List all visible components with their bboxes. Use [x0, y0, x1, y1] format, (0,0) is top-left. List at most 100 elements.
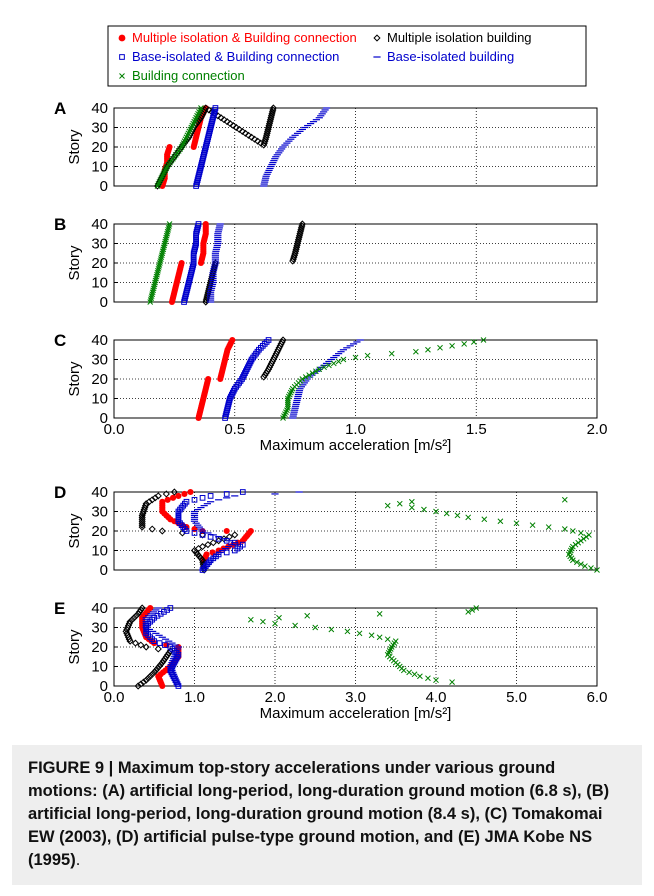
y-tick-label: 40 — [91, 216, 108, 233]
series-cross — [147, 221, 173, 305]
series-dash — [289, 339, 364, 419]
data-point — [392, 638, 399, 645]
data-point — [235, 125, 243, 134]
x-tick-label: 1.0 — [184, 689, 205, 706]
series-cross — [280, 337, 487, 421]
data-point — [321, 364, 327, 371]
data-point — [364, 352, 371, 359]
data-point — [175, 492, 182, 499]
data-point — [125, 620, 133, 628]
panel-label: A — [54, 99, 66, 118]
y-tick-label: 40 — [91, 100, 108, 117]
data-point — [376, 634, 383, 641]
panel-label: B — [54, 215, 66, 234]
data-point — [204, 541, 212, 549]
legend-label: Multiple isolation & Building connection — [132, 30, 357, 45]
data-point — [574, 559, 580, 566]
data-point — [299, 376, 306, 382]
panel-label: E — [54, 599, 65, 618]
data-point — [159, 498, 166, 505]
data-point — [433, 677, 439, 684]
data-point — [231, 531, 239, 539]
data-point — [198, 105, 204, 111]
data-point — [167, 644, 174, 650]
data-point — [229, 336, 236, 344]
data-point — [572, 541, 579, 548]
data-point — [132, 612, 140, 620]
data-point — [328, 626, 335, 633]
data-point — [241, 129, 250, 137]
data-point — [166, 223, 172, 229]
data-point — [465, 514, 472, 521]
data-point — [396, 500, 403, 507]
caption-figure-label: FIGURE 9 | — [28, 759, 118, 777]
series-dash — [190, 491, 303, 571]
chart-panels: 010203040AStory010203040BStory010203040C… — [54, 99, 607, 722]
data-point — [384, 502, 391, 509]
data-point — [154, 492, 162, 500]
legend-marker-open-square — [119, 54, 125, 60]
data-point — [137, 606, 145, 614]
data-point — [480, 337, 487, 343]
data-point — [138, 519, 146, 527]
data-point — [265, 337, 272, 343]
data-point — [138, 523, 146, 531]
y-tick-label: 10 — [91, 659, 108, 676]
data-point — [198, 543, 207, 551]
data-point — [569, 543, 576, 550]
data-point — [298, 220, 306, 228]
data-point — [226, 120, 234, 128]
data-point — [197, 554, 205, 562]
data-point — [155, 662, 163, 671]
data-point — [302, 374, 309, 380]
data-point — [198, 556, 207, 564]
data-point — [138, 517, 146, 525]
data-point — [465, 609, 472, 615]
y-tick-label: 0 — [100, 678, 108, 695]
legend-marker-filled-circle — [118, 34, 126, 42]
data-point — [408, 504, 415, 511]
data-point — [150, 668, 158, 676]
legend-label: Base-isolated building — [387, 49, 514, 64]
y-tick-label: 40 — [91, 332, 108, 349]
data-point — [279, 336, 287, 344]
y-tick-label: 30 — [91, 504, 108, 521]
figure-caption: FIGURE 9 | Maximum top-story acceleratio… — [28, 757, 626, 872]
y-tick-label: 20 — [91, 523, 108, 540]
data-point — [461, 341, 468, 347]
data-point — [368, 632, 375, 639]
data-point — [220, 116, 228, 124]
x-tick-label: 6.0 — [587, 689, 608, 706]
data-point — [134, 610, 142, 618]
data-point — [306, 372, 313, 378]
y-tick-label: 20 — [91, 255, 108, 272]
data-point — [167, 605, 174, 611]
data-point — [276, 614, 282, 621]
data-point — [139, 678, 148, 686]
data-point — [411, 671, 418, 678]
series-filled-circle — [159, 488, 254, 564]
data-point — [356, 630, 363, 637]
x-tick-label: 1.0 — [345, 421, 366, 438]
x-tick-label: 0.0 — [104, 689, 125, 706]
data-point — [292, 622, 298, 629]
series-open-diamond — [122, 604, 174, 690]
x-tick-label: 1.5 — [466, 421, 487, 438]
data-point — [497, 518, 504, 525]
data-point — [202, 220, 209, 228]
data-point — [148, 496, 156, 504]
data-point — [513, 520, 520, 527]
data-point — [247, 133, 256, 141]
data-point — [406, 669, 413, 676]
data-point — [481, 516, 488, 523]
data-point — [162, 642, 168, 648]
series-open-diamond — [260, 336, 287, 381]
data-point — [384, 636, 391, 643]
series-filled-circle — [168, 220, 209, 306]
data-point — [247, 616, 254, 623]
data-point — [123, 629, 131, 637]
data-point — [187, 488, 194, 496]
